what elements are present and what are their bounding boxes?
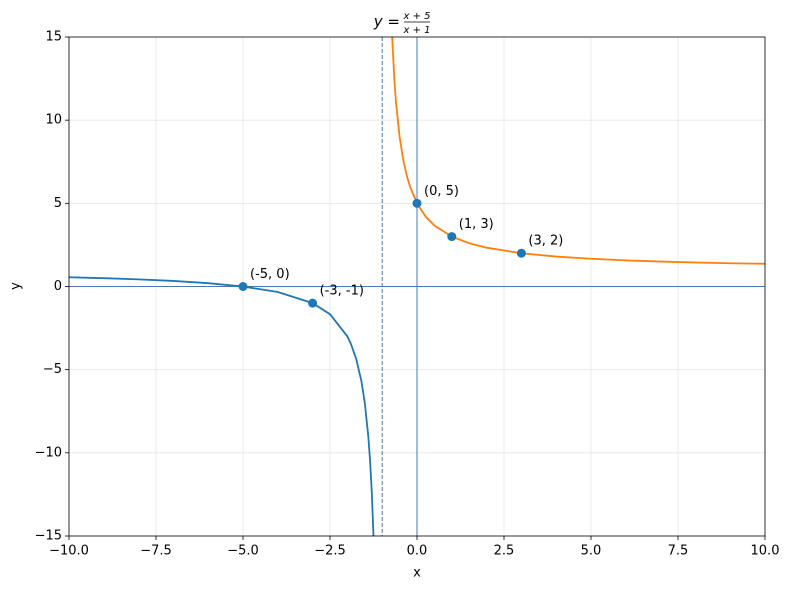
x-tick-label: −2.5 — [314, 544, 346, 559]
point — [516, 248, 526, 258]
y-tick-label: 15 — [45, 30, 62, 45]
point-label: (-3, -1) — [320, 284, 364, 299]
point-label: (0, 5) — [424, 184, 459, 199]
chart-title: y = x + 5 x + 1 — [373, 11, 431, 36]
x-tick-label: 10.0 — [751, 544, 780, 559]
x-tick-label: −10.0 — [49, 544, 89, 559]
x-tick-label: −7.5 — [140, 544, 172, 559]
overlay: −10.0 −7.5 −5.0 −2.5 0.0 2.5 5.0 7.5 10.0 −15 −10 −… — [35, 30, 780, 559]
x-tick-label: −5.0 — [227, 544, 259, 559]
plot-frame — [68, 36, 766, 537]
x-tick-label: 7.5 — [668, 544, 689, 559]
title-denominator: x + 1 — [402, 25, 430, 36]
point-label: (-5, 0) — [250, 267, 290, 282]
title-lhs: y = — [373, 13, 400, 31]
point-label: (3, 2) — [528, 234, 563, 249]
y-tick-label: −15 — [35, 529, 62, 544]
y-tick-label: −5 — [43, 362, 62, 377]
y-tick-label: 10 — [45, 113, 62, 128]
y-axis-label: y — [9, 282, 24, 290]
point — [412, 198, 422, 208]
point — [238, 282, 248, 291]
point — [447, 232, 457, 242]
x-axis-label: x — [413, 566, 421, 581]
y-tick-label: 0 — [54, 279, 62, 294]
title-numerator: x + 5 — [402, 11, 430, 22]
x-tick-label: 0.0 — [407, 544, 428, 559]
curve — [69, 276, 375, 536]
x-tick-label: 2.5 — [494, 544, 515, 559]
point — [308, 298, 318, 308]
y-tick-label: 5 — [54, 196, 62, 211]
y-tick-label: −10 — [35, 445, 62, 460]
x-tick-label: 5.0 — [581, 544, 602, 559]
point-label: (1, 3) — [459, 217, 494, 232]
